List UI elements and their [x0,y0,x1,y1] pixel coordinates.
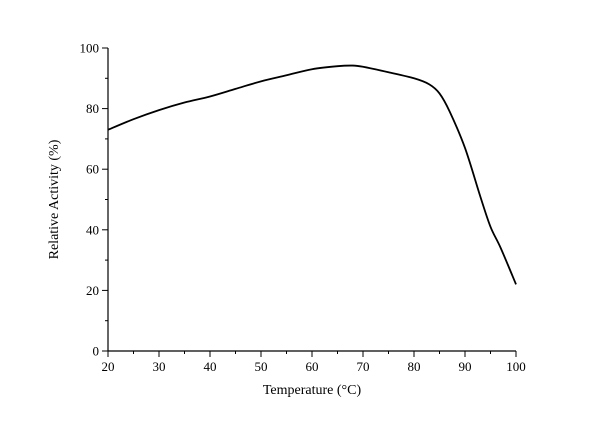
x-axis-title: Temperature (°C) [263,383,362,398]
y-tick-label: 0 [93,344,100,359]
x-tick-label: 30 [153,359,166,374]
y-tick-label: 40 [86,222,99,237]
x-tick-label: 80 [408,359,421,374]
x-tick-label: 20 [102,359,115,374]
series [107,64,517,285]
axes [107,48,516,352]
x-tick-label: 70 [357,359,370,374]
y-tick-label: 80 [86,101,99,116]
y-tick-label: 100 [80,41,100,56]
y-axis-title: Relative Activity (%) [47,139,62,259]
y-tick-label: 60 [86,162,99,177]
x-tick-label: 60 [306,359,319,374]
x-tick-label: 90 [459,359,472,374]
x-tick-label: 50 [255,359,268,374]
y-tick-label: 20 [86,283,99,298]
x-tick-label: 40 [204,359,217,374]
x-tick-label: 100 [506,359,526,374]
series-line [107,64,517,285]
